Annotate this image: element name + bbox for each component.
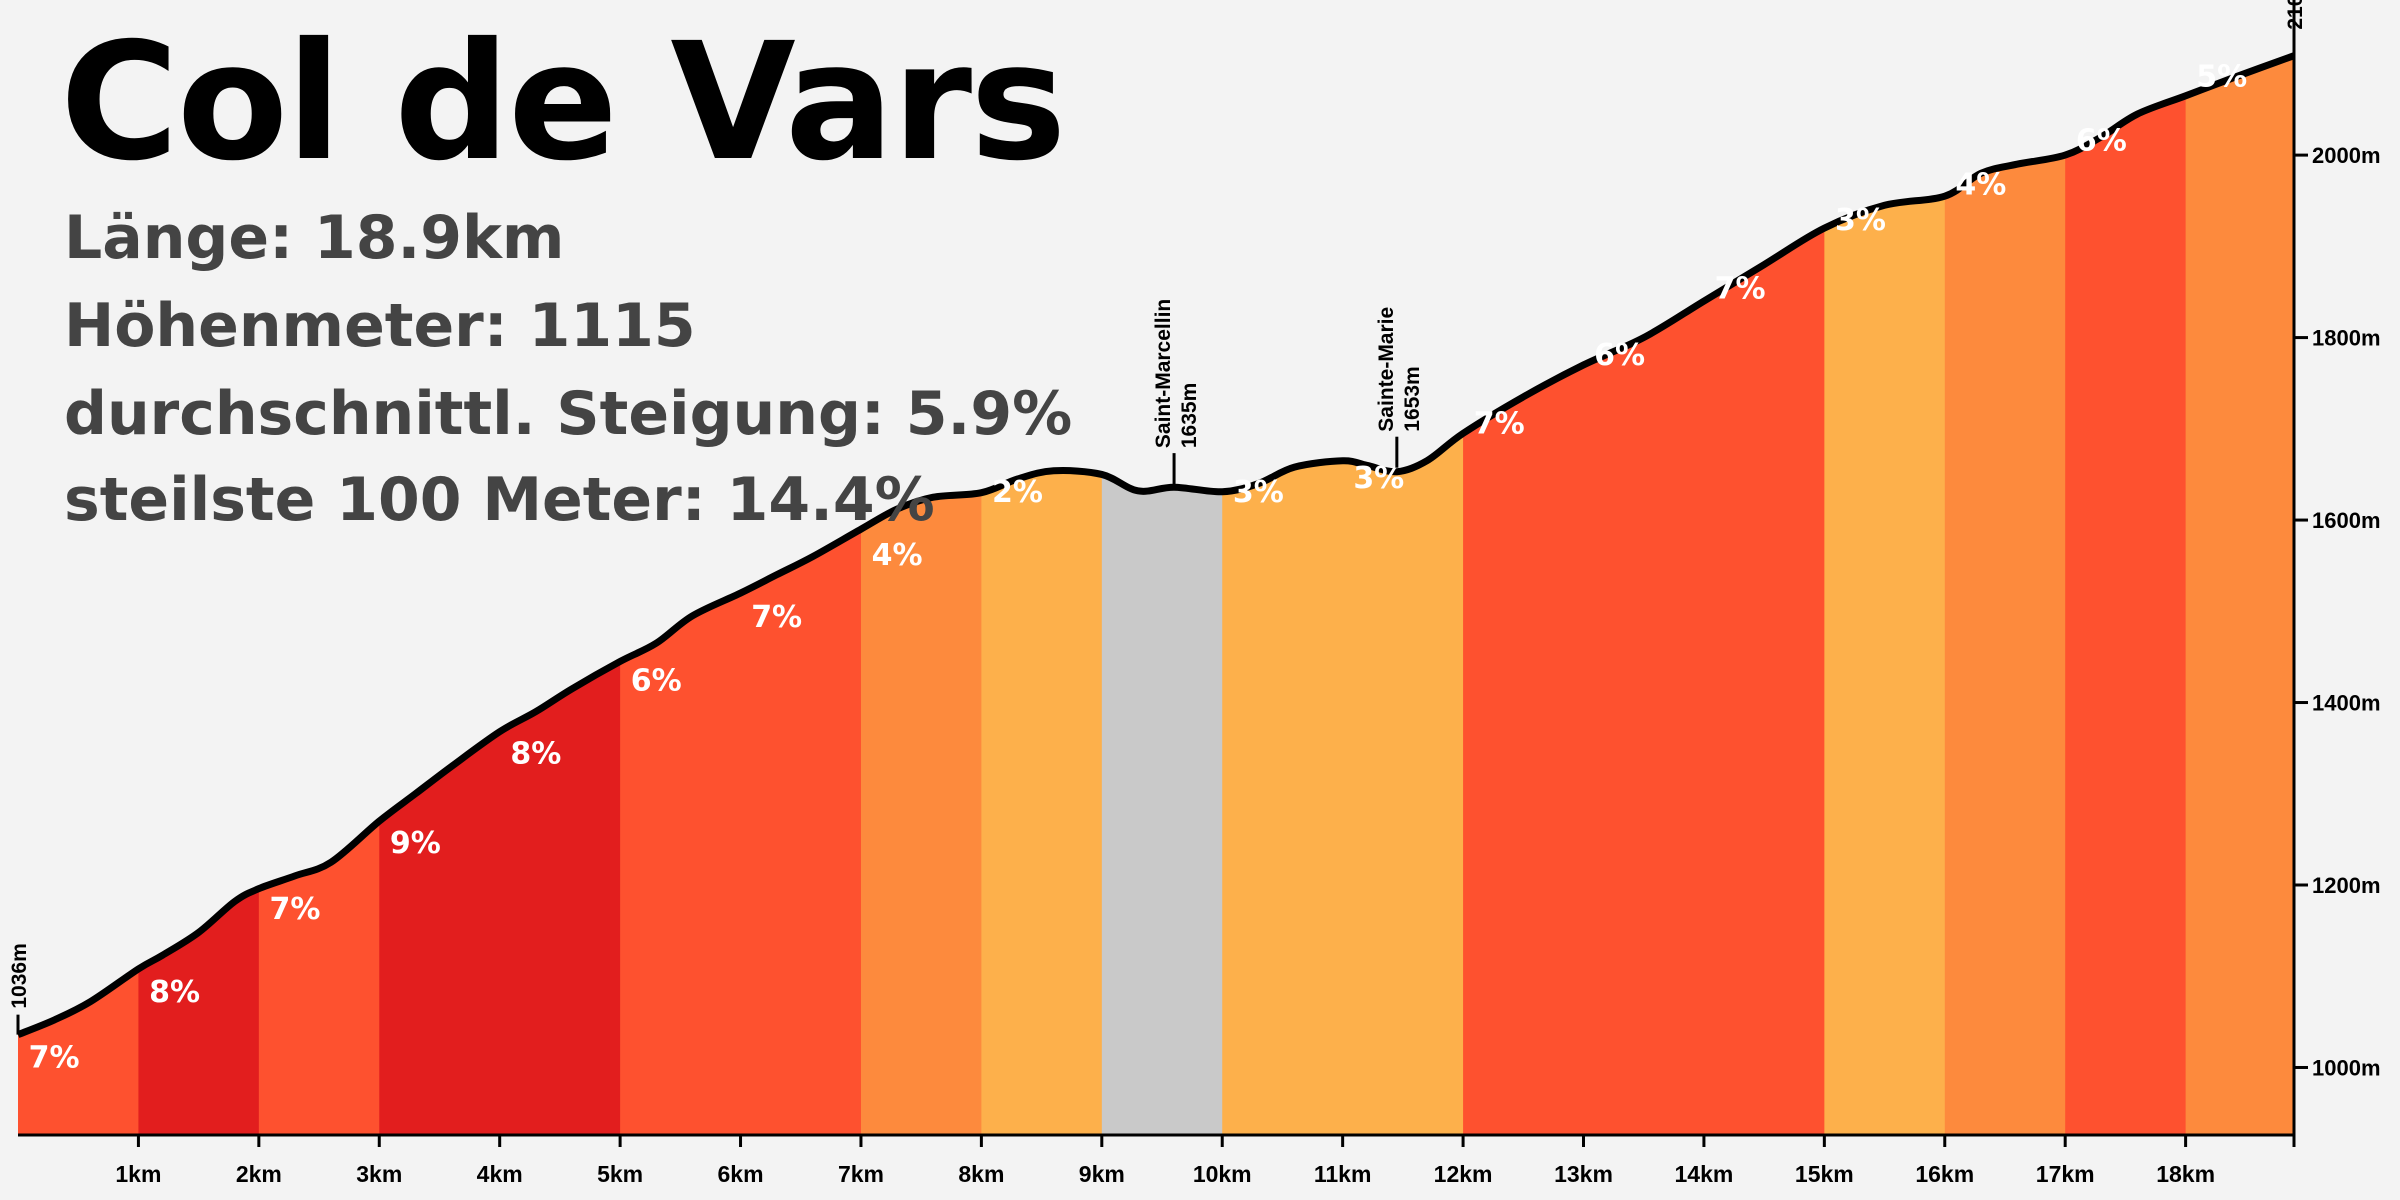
stat-avg-gradient: durchschnittl. Steigung: 5.9% xyxy=(64,379,1073,449)
x-tick-label-11: 12km xyxy=(1434,1161,1493,1187)
y-tick-label-0: 1000m xyxy=(2312,1055,2381,1080)
gradient-segment-13 xyxy=(2185,55,2294,1135)
x-tick-label-13: 14km xyxy=(1675,1161,1734,1187)
end-elevation-label: 2109m xyxy=(2284,0,2307,30)
gradient-label-13: 7% xyxy=(1715,271,1766,306)
x-tick-label-8: 9km xyxy=(1079,1161,1125,1187)
y-tick-label-4: 1800m xyxy=(2312,326,2381,351)
gradient-labels: 7%8%7%9%8%6%7%4%2% 3% 3%7%6%7%3%4%6%5% xyxy=(29,60,2248,1076)
x-tick-label-9: 10km xyxy=(1193,1161,1252,1187)
start-elevation-label: 1036m xyxy=(8,943,31,1008)
y-tick-label-3: 1600m xyxy=(2312,508,2381,533)
x-tick-label-10: 11km xyxy=(1314,1161,1372,1187)
gradient-label-16: 6% xyxy=(2076,124,2127,159)
gradient-label-1: 8% xyxy=(149,975,200,1010)
x-tick-label-7: 8km xyxy=(958,1161,1004,1187)
x-tick-label-0: 1km xyxy=(115,1161,161,1187)
gradient-label-8: 2% xyxy=(992,475,1043,510)
gradient-label-15: 4% xyxy=(1955,167,2006,202)
gradient-segment-8 xyxy=(1222,55,1464,1135)
stat-steepest: steilste 100 Meter: 14.4% xyxy=(64,465,935,535)
x-tick-label-2: 3km xyxy=(356,1161,402,1187)
y-tick-label-5: 2000m xyxy=(2312,143,2381,168)
gradient-segment-9 xyxy=(1463,55,1825,1135)
gradient-label-14: 3% xyxy=(1835,203,1886,238)
elevation-profile-line xyxy=(16,52,2296,1038)
gradient-label-3: 9% xyxy=(390,826,441,861)
x-tick-label-12: 13km xyxy=(1554,1161,1613,1187)
x-tick-label-16: 17km xyxy=(2036,1161,2095,1187)
y-tick-label-1: 1200m xyxy=(2312,873,2381,898)
annotation-name-1: Sainte-Marie xyxy=(1375,307,1398,432)
gradient-label-12: 6% xyxy=(1594,338,1645,373)
x-tick-label-4: 5km xyxy=(597,1161,643,1187)
axes: 1km 2km 3km 4km 5km 6km 7km 8km 9km 10km 11km 12km 1… xyxy=(8,0,2381,1187)
annotation-height-0: 1635m xyxy=(1178,383,1201,448)
gradient-label-7: 4% xyxy=(872,538,923,573)
x-tick-label-17: 18km xyxy=(2156,1161,2215,1187)
stat-length: Länge: 18.9km xyxy=(64,203,565,273)
x-tick-label-1: 2km xyxy=(236,1161,282,1187)
gradient-label-6: 7% xyxy=(751,600,802,635)
gradient-segment-12 xyxy=(2065,55,2187,1135)
x-tick-label-5: 6km xyxy=(718,1161,764,1187)
annotation-name-0: Saint-Marcellin xyxy=(1152,299,1175,448)
gradient-label-0: 7% xyxy=(29,1040,80,1075)
annotation-height-1: 1653m xyxy=(1401,366,1424,431)
gradient-label-11: 7% xyxy=(1474,406,1525,441)
gradient-segment-7 xyxy=(1101,55,1223,1135)
place-annotations: Saint-Marcellin 1635m Sainte-Marie 1653m xyxy=(1152,299,1424,485)
x-tick-label-6: 7km xyxy=(838,1161,884,1187)
x-tick-label-14: 15km xyxy=(1795,1161,1854,1187)
gradient-label-4: 8% xyxy=(510,737,561,772)
gradient-label-2: 7% xyxy=(270,892,321,927)
chart-title: Col de Vars xyxy=(60,9,1067,197)
gradient-label-9: 3% xyxy=(1233,475,1284,510)
gradient-segment-10 xyxy=(1824,55,1946,1135)
stat-elevation-gain: Höhenmeter: 1115 xyxy=(64,291,696,361)
gradient-label-17: 5% xyxy=(2196,60,2247,95)
y-tick-label-2: 1400m xyxy=(2312,691,2381,716)
gradient-label-5: 6% xyxy=(631,664,682,699)
gradient-segment-11 xyxy=(1944,55,2066,1135)
x-tick-label-3: 4km xyxy=(477,1161,523,1187)
x-tick-label-15: 16km xyxy=(1915,1161,1974,1187)
